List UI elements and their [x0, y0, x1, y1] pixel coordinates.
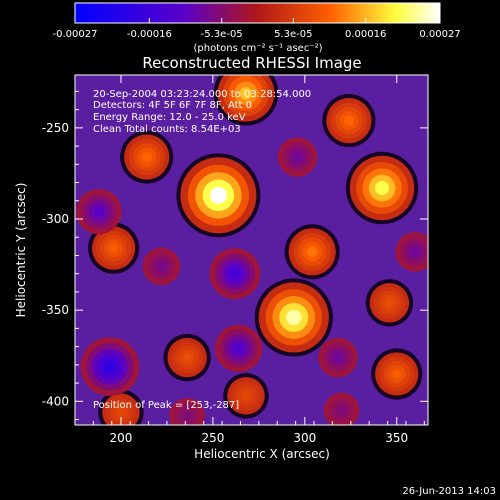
negative-lobe	[277, 137, 318, 177]
x-tick-label: 350	[385, 431, 408, 445]
negative-lobe	[215, 324, 263, 372]
emission-source	[87, 222, 140, 274]
negative-lobe	[169, 398, 205, 425]
time-range-text: 20-Sep-2004 03:23:24.000 to 03:28:54.000	[93, 89, 311, 100]
emission-source	[254, 278, 333, 357]
y-tick-label: -250	[42, 121, 69, 135]
colorbar-tick-label: -0.00027	[53, 29, 98, 40]
heatmap-plot: 200 250 300 350 -250 -300 -350 -400	[42, 74, 429, 445]
colorbar-tick-label: 0.00016	[345, 29, 386, 40]
negative-lobe	[395, 232, 428, 272]
footer-timestamp: 26-Jun-2013 14:03	[402, 486, 496, 497]
y-axis-label: Heliocentric Y (arcsec)	[14, 183, 28, 318]
plot-frame	[74, 74, 429, 426]
x-tick-label: 200	[110, 431, 133, 445]
x-tick-label: 300	[293, 431, 316, 445]
negative-lobe	[80, 337, 140, 396]
colorbar-tick-label: 5.3e-05	[274, 29, 312, 40]
emission-source	[176, 153, 261, 238]
negative-lobe	[323, 392, 360, 425]
emission-source	[213, 75, 279, 126]
energy-range-text: Energy Range: 12.0 - 25.0 keV	[93, 112, 246, 123]
y-tick-label: -350	[42, 303, 69, 317]
axis-ticks: 200 250 300 350 -250 -300 -350 -400	[42, 75, 428, 445]
detectors-text: Detectors: 4F 5F 6F 7F 8F, Att 0	[93, 100, 252, 111]
negative-lobe	[76, 189, 122, 235]
emission-source	[371, 348, 423, 400]
emission-source	[284, 224, 340, 280]
colorbar-strip	[74, 2, 441, 24]
y-tick-label: -400	[42, 394, 69, 408]
emission-source	[120, 130, 174, 184]
clean-counts-text: Clean Total counts: 8.54E+03	[93, 124, 241, 135]
negative-lobe	[318, 337, 358, 378]
colorbar-tick-label: -0.00016	[127, 29, 172, 40]
peak-position-text: Position of Peak = [253,-287]	[93, 400, 239, 411]
chart-title: Reconstructed RHESSI Image	[142, 54, 361, 72]
negative-lobe	[142, 247, 181, 286]
colorbar-tick-label: -5.3e-05	[201, 29, 243, 40]
emission-source	[223, 373, 269, 419]
observation-info: 20-Sep-2004 03:23:24.000 to 03:28:54.000…	[93, 89, 311, 411]
emission-source	[163, 333, 211, 382]
y-tick-label: -300	[42, 212, 69, 226]
colorbar: -0.00027 -0.00016 -5.3e-05 5.3e-05 0.00016 0.…	[53, 2, 461, 54]
heatmap-layer	[76, 75, 428, 425]
emission-source	[345, 151, 419, 225]
emission-source	[322, 93, 376, 148]
x-axis-label: Heliocentric X (arcsec)	[194, 447, 330, 461]
emission-source	[98, 389, 144, 425]
negative-lobe	[209, 248, 261, 300]
x-tick-label: 250	[201, 431, 224, 445]
colorbar-ticks: -0.00027 -0.00016 -5.3e-05 5.3e-05 0.00016 0.…	[53, 18, 461, 40]
colorbar-tick-label: 0.00027	[419, 29, 460, 40]
colorbar-unit-label: (photons cm⁻² s⁻¹ asec⁻²)	[193, 43, 322, 54]
emission-source	[365, 279, 414, 327]
